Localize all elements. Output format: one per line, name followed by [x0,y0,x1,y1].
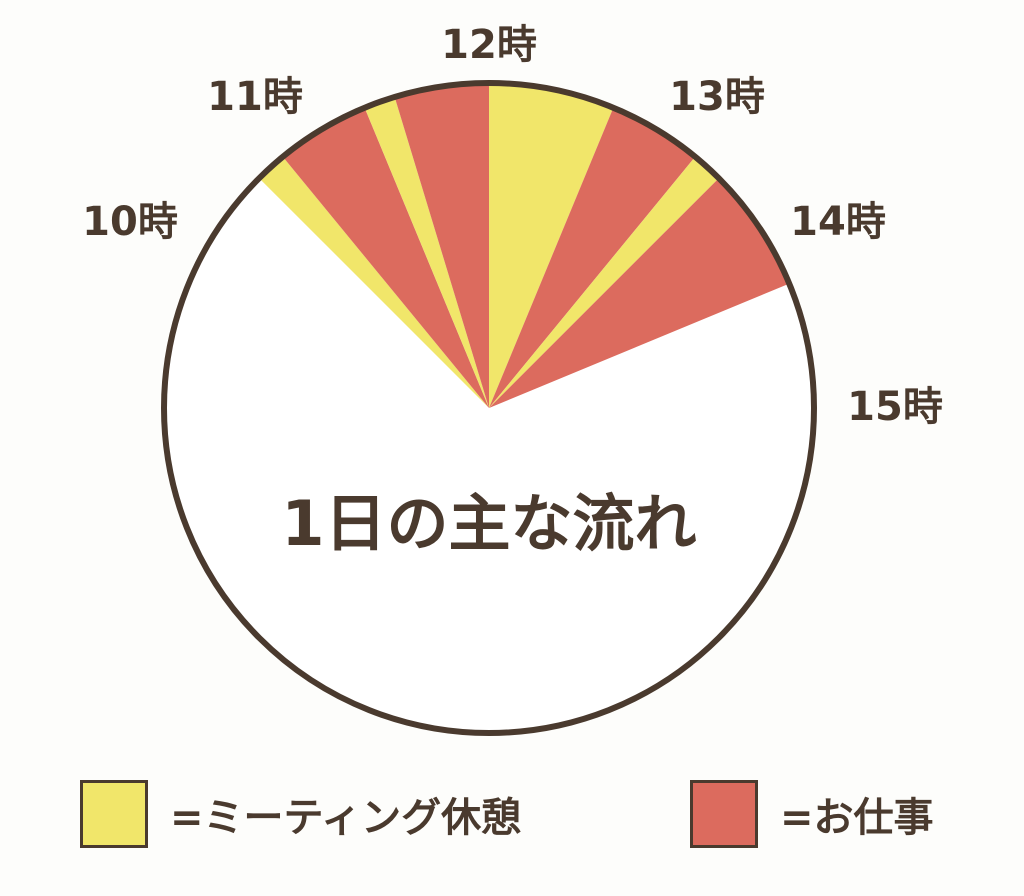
pie-slice-meeting-0 [259,156,489,408]
legend-item-meeting: =ミーティング休憩 [80,778,521,850]
pie-slice-meeting-6 [489,156,719,408]
pie-slice-work-5 [489,107,696,409]
legend-item-work: =お仕事 [690,778,934,850]
hour-label-0: 10時 [82,199,178,245]
hour-label-5: 15時 [847,384,943,430]
legend-label-meeting: =ミーティング休憩 [170,795,522,841]
hour-label-4: 14時 [790,199,886,245]
pie-slice-meeting-2 [364,96,489,409]
pie-slices [259,83,790,409]
pie-slice-meeting-4 [489,83,614,408]
pie-slice-work-1 [282,107,489,409]
pie-slice-work-7 [489,178,790,408]
chart-title: 1日の主な流れ [281,487,696,560]
legend-label-work: =お仕事 [780,795,934,841]
hour-labels: 10時 11時 12時 13時 14時 15時 [82,22,943,430]
pie-outline-circle [161,80,817,736]
hour-label-3: 13時 [669,74,765,120]
pie-slice-work-3 [394,83,489,408]
hour-label-2: 12時 [441,22,537,68]
legend-swatch-work [690,780,758,848]
hour-label-1: 11時 [207,74,303,120]
legend-swatch-meeting [80,780,148,848]
